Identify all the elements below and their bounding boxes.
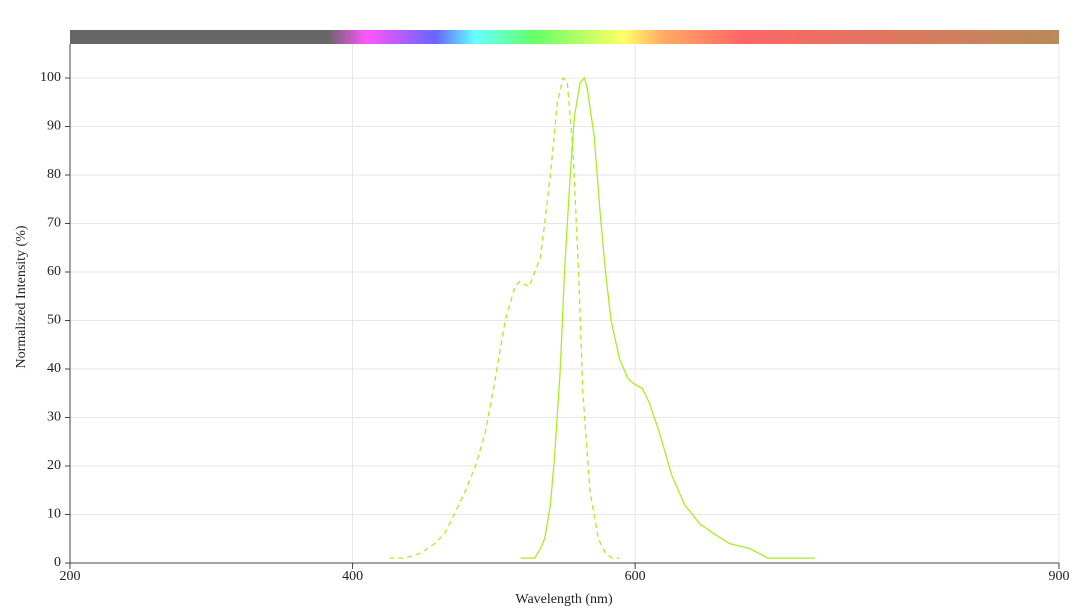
- x-tick-label: 600: [625, 569, 646, 584]
- y-tick-label: 50: [47, 313, 61, 328]
- x-tick-label: 400: [342, 569, 363, 584]
- spectrum-line: [520, 76, 815, 559]
- y-tick-label: 100: [40, 70, 61, 85]
- y-axis-label: Normalized Intensity (%): [14, 225, 29, 368]
- y-tick-label: 40: [47, 361, 61, 376]
- spectrum-bar: [70, 30, 1059, 44]
- y-tick-label: 90: [47, 119, 61, 134]
- x-axis-label: Wavelength (nm): [515, 592, 613, 607]
- y-tick-label: 60: [47, 264, 61, 279]
- y-tick-label: 70: [47, 216, 61, 231]
- y-tick-label: 20: [47, 458, 61, 473]
- y-tick-label: 0: [54, 555, 61, 570]
- y-tick-label: 30: [47, 410, 61, 425]
- x-tick-label: 900: [1049, 569, 1070, 584]
- spectrum-line: [389, 76, 620, 559]
- y-tick-label: 10: [47, 507, 61, 522]
- y-tick-label: 80: [47, 167, 61, 182]
- x-tick-label: 200: [60, 569, 81, 584]
